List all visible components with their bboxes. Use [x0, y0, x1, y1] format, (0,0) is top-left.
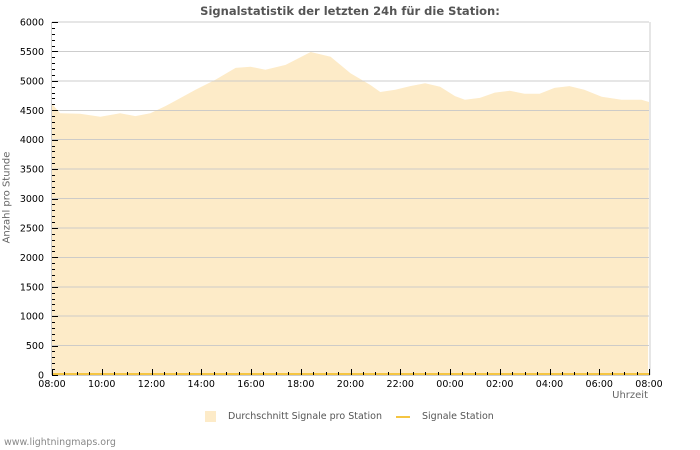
- y-axis-label: Anzahl pro Stunde: [1, 151, 13, 244]
- svg-text:22:00: 22:00: [387, 379, 414, 390]
- svg-text:3000: 3000: [20, 194, 44, 205]
- svg-text:00:00: 00:00: [436, 379, 463, 390]
- svg-text:10:00: 10:00: [88, 379, 115, 390]
- svg-text:06:00: 06:00: [586, 379, 613, 390]
- svg-text:2000: 2000: [20, 253, 44, 264]
- svg-text:2500: 2500: [20, 223, 44, 234]
- line-swatch-icon: [396, 415, 410, 418]
- svg-text:1500: 1500: [20, 282, 44, 293]
- svg-text:1000: 1000: [20, 312, 44, 323]
- svg-text:5500: 5500: [20, 47, 44, 58]
- svg-text:4500: 4500: [20, 106, 44, 117]
- svg-text:08:00: 08:00: [38, 379, 65, 390]
- x-axis-label: Uhrzeit: [612, 390, 648, 401]
- chart-title: Signalstatistik der letzten 24h für die …: [200, 4, 500, 18]
- legend-item-average: Durchschnitt Signale pro Station: [205, 411, 382, 422]
- svg-text:02:00: 02:00: [486, 379, 513, 390]
- average-area: [52, 52, 649, 375]
- svg-text:0: 0: [38, 371, 44, 382]
- legend-label-station: Signale Station: [422, 411, 494, 422]
- svg-text:04:00: 04:00: [536, 379, 563, 390]
- footer-credit: www.lightningmaps.org: [4, 437, 116, 448]
- svg-text:16:00: 16:00: [237, 379, 264, 390]
- svg-text:14:00: 14:00: [188, 379, 215, 390]
- svg-text:4000: 4000: [20, 135, 44, 146]
- svg-text:500: 500: [26, 341, 44, 352]
- area-swatch-icon: [205, 411, 216, 422]
- legend-item-station: Signale Station: [396, 411, 494, 422]
- svg-text:5000: 5000: [20, 76, 44, 87]
- svg-text:18:00: 18:00: [287, 379, 314, 390]
- svg-text:20:00: 20:00: [337, 379, 364, 390]
- svg-text:12:00: 12:00: [138, 379, 165, 390]
- svg-text:08:00: 08:00: [635, 379, 662, 390]
- svg-text:3500: 3500: [20, 165, 44, 176]
- svg-text:6000: 6000: [20, 18, 44, 29]
- legend-label-average: Durchschnitt Signale pro Station: [228, 411, 382, 422]
